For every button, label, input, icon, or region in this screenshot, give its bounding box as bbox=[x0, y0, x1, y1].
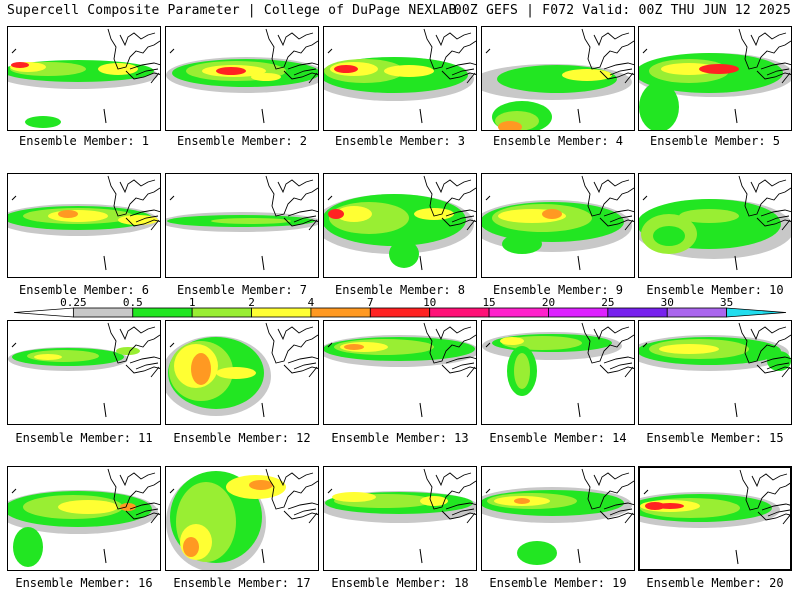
member-label-4: Ensemble Member: 4 bbox=[492, 134, 624, 148]
member-map-12 bbox=[165, 320, 319, 425]
colorbar-level-label: 2 bbox=[248, 296, 255, 309]
scp-field bbox=[324, 322, 476, 418]
colorbar-bin bbox=[310, 307, 371, 318]
member-map-10 bbox=[638, 173, 792, 278]
colorbar-bin bbox=[488, 307, 549, 318]
scp-field bbox=[8, 28, 160, 128]
member-label-16: Ensemble Member: 16 bbox=[15, 576, 153, 590]
member-label-13: Ensemble Member: 13 bbox=[331, 431, 469, 445]
member-map-6 bbox=[7, 173, 161, 278]
colorbar-bin bbox=[251, 307, 312, 318]
member-map-3 bbox=[323, 26, 477, 131]
member-label-3: Ensemble Member: 3 bbox=[334, 134, 466, 148]
member-map-19 bbox=[481, 466, 635, 571]
colorbar-level-label: 4 bbox=[308, 296, 315, 309]
member-map-17 bbox=[165, 466, 319, 571]
colorbar-bin bbox=[132, 307, 193, 318]
member-map-9 bbox=[481, 173, 635, 278]
colorbar-level-label: 7 bbox=[367, 296, 374, 309]
scp-field bbox=[640, 469, 790, 565]
member-label-7: Ensemble Member: 7 bbox=[176, 283, 308, 297]
member-label-18: Ensemble Member: 18 bbox=[331, 576, 469, 590]
member-label-5: Ensemble Member: 5 bbox=[649, 134, 781, 148]
scp-field bbox=[166, 468, 318, 570]
member-label-15: Ensemble Member: 15 bbox=[646, 431, 784, 445]
run-valid-time: 00Z GEFS | F072 Valid: 00Z THU JUN 12 20… bbox=[453, 3, 791, 18]
member-label-17: Ensemble Member: 17 bbox=[173, 576, 311, 590]
colorbar-level-label: 20 bbox=[542, 296, 555, 309]
scp-field bbox=[482, 28, 634, 130]
colorbar-bin bbox=[666, 307, 728, 318]
color-scale-bar: 0.25 0.5 1 2 4 7 10 15 20 25 30 35 bbox=[13, 296, 787, 318]
member-label-14: Ensemble Member: 14 bbox=[489, 431, 627, 445]
colorbar-high-arrow bbox=[726, 307, 787, 318]
scp-field bbox=[8, 175, 160, 271]
colorbar-bin bbox=[72, 307, 134, 318]
member-label-9: Ensemble Member: 9 bbox=[492, 283, 624, 297]
colorbar-level-label: 15 bbox=[482, 296, 495, 309]
scp-field bbox=[482, 175, 634, 271]
member-map-20 bbox=[638, 466, 792, 571]
member-map-14 bbox=[481, 320, 635, 425]
member-map-5 bbox=[638, 26, 792, 131]
member-label-20: Ensemble Member: 20 bbox=[646, 576, 784, 590]
member-map-16 bbox=[7, 466, 161, 571]
scp-field bbox=[166, 175, 318, 271]
scp-field bbox=[324, 28, 476, 124]
colorbar-bin bbox=[191, 307, 252, 318]
page-title: Supercell Composite Parameter | College … bbox=[7, 3, 457, 18]
colorbar-bin bbox=[429, 307, 490, 318]
scp-field bbox=[8, 322, 160, 418]
scp-field bbox=[324, 468, 476, 564]
scp-field bbox=[639, 175, 791, 271]
member-map-2 bbox=[165, 26, 319, 131]
member-map-15 bbox=[638, 320, 792, 425]
member-map-18 bbox=[323, 466, 477, 571]
member-map-8 bbox=[323, 173, 477, 278]
member-label-6: Ensemble Member: 6 bbox=[18, 283, 150, 297]
member-label-10: Ensemble Member: 10 bbox=[646, 283, 784, 297]
scp-field bbox=[482, 468, 634, 565]
colorbar-level-label: 0.5 bbox=[123, 296, 143, 309]
colorbar-level-label: 25 bbox=[601, 296, 614, 309]
member-label-2: Ensemble Member: 2 bbox=[176, 134, 308, 148]
colorbar-bin bbox=[607, 307, 668, 318]
member-label-12: Ensemble Member: 12 bbox=[173, 431, 311, 445]
member-label-8: Ensemble Member: 8 bbox=[334, 283, 466, 297]
member-map-1 bbox=[7, 26, 161, 131]
colorbar-level-label: 0.25 bbox=[60, 296, 87, 309]
colorbar-level-label: 1 bbox=[189, 296, 196, 309]
member-map-7 bbox=[165, 173, 319, 278]
scp-field bbox=[639, 322, 791, 418]
scp-field bbox=[166, 322, 318, 418]
scp-field bbox=[639, 28, 791, 130]
member-map-4 bbox=[481, 26, 635, 131]
member-map-13 bbox=[323, 320, 477, 425]
scp-field bbox=[482, 322, 634, 418]
member-map-11 bbox=[7, 320, 161, 425]
colorbar-level-label: 10 bbox=[423, 296, 436, 309]
scp-field bbox=[166, 28, 318, 124]
scp-field bbox=[8, 468, 160, 567]
colorbar-bin bbox=[369, 307, 431, 318]
colorbar-level-label: 30 bbox=[661, 296, 674, 309]
member-label-1: Ensemble Member: 1 bbox=[18, 134, 150, 148]
member-label-11: Ensemble Member: 11 bbox=[15, 431, 153, 445]
member-label-19: Ensemble Member: 19 bbox=[489, 576, 627, 590]
colorbar-level-label: 35 bbox=[720, 296, 733, 309]
colorbar-bin bbox=[548, 307, 609, 318]
colorbar-low-arrow bbox=[13, 307, 74, 318]
scp-field bbox=[324, 175, 476, 271]
